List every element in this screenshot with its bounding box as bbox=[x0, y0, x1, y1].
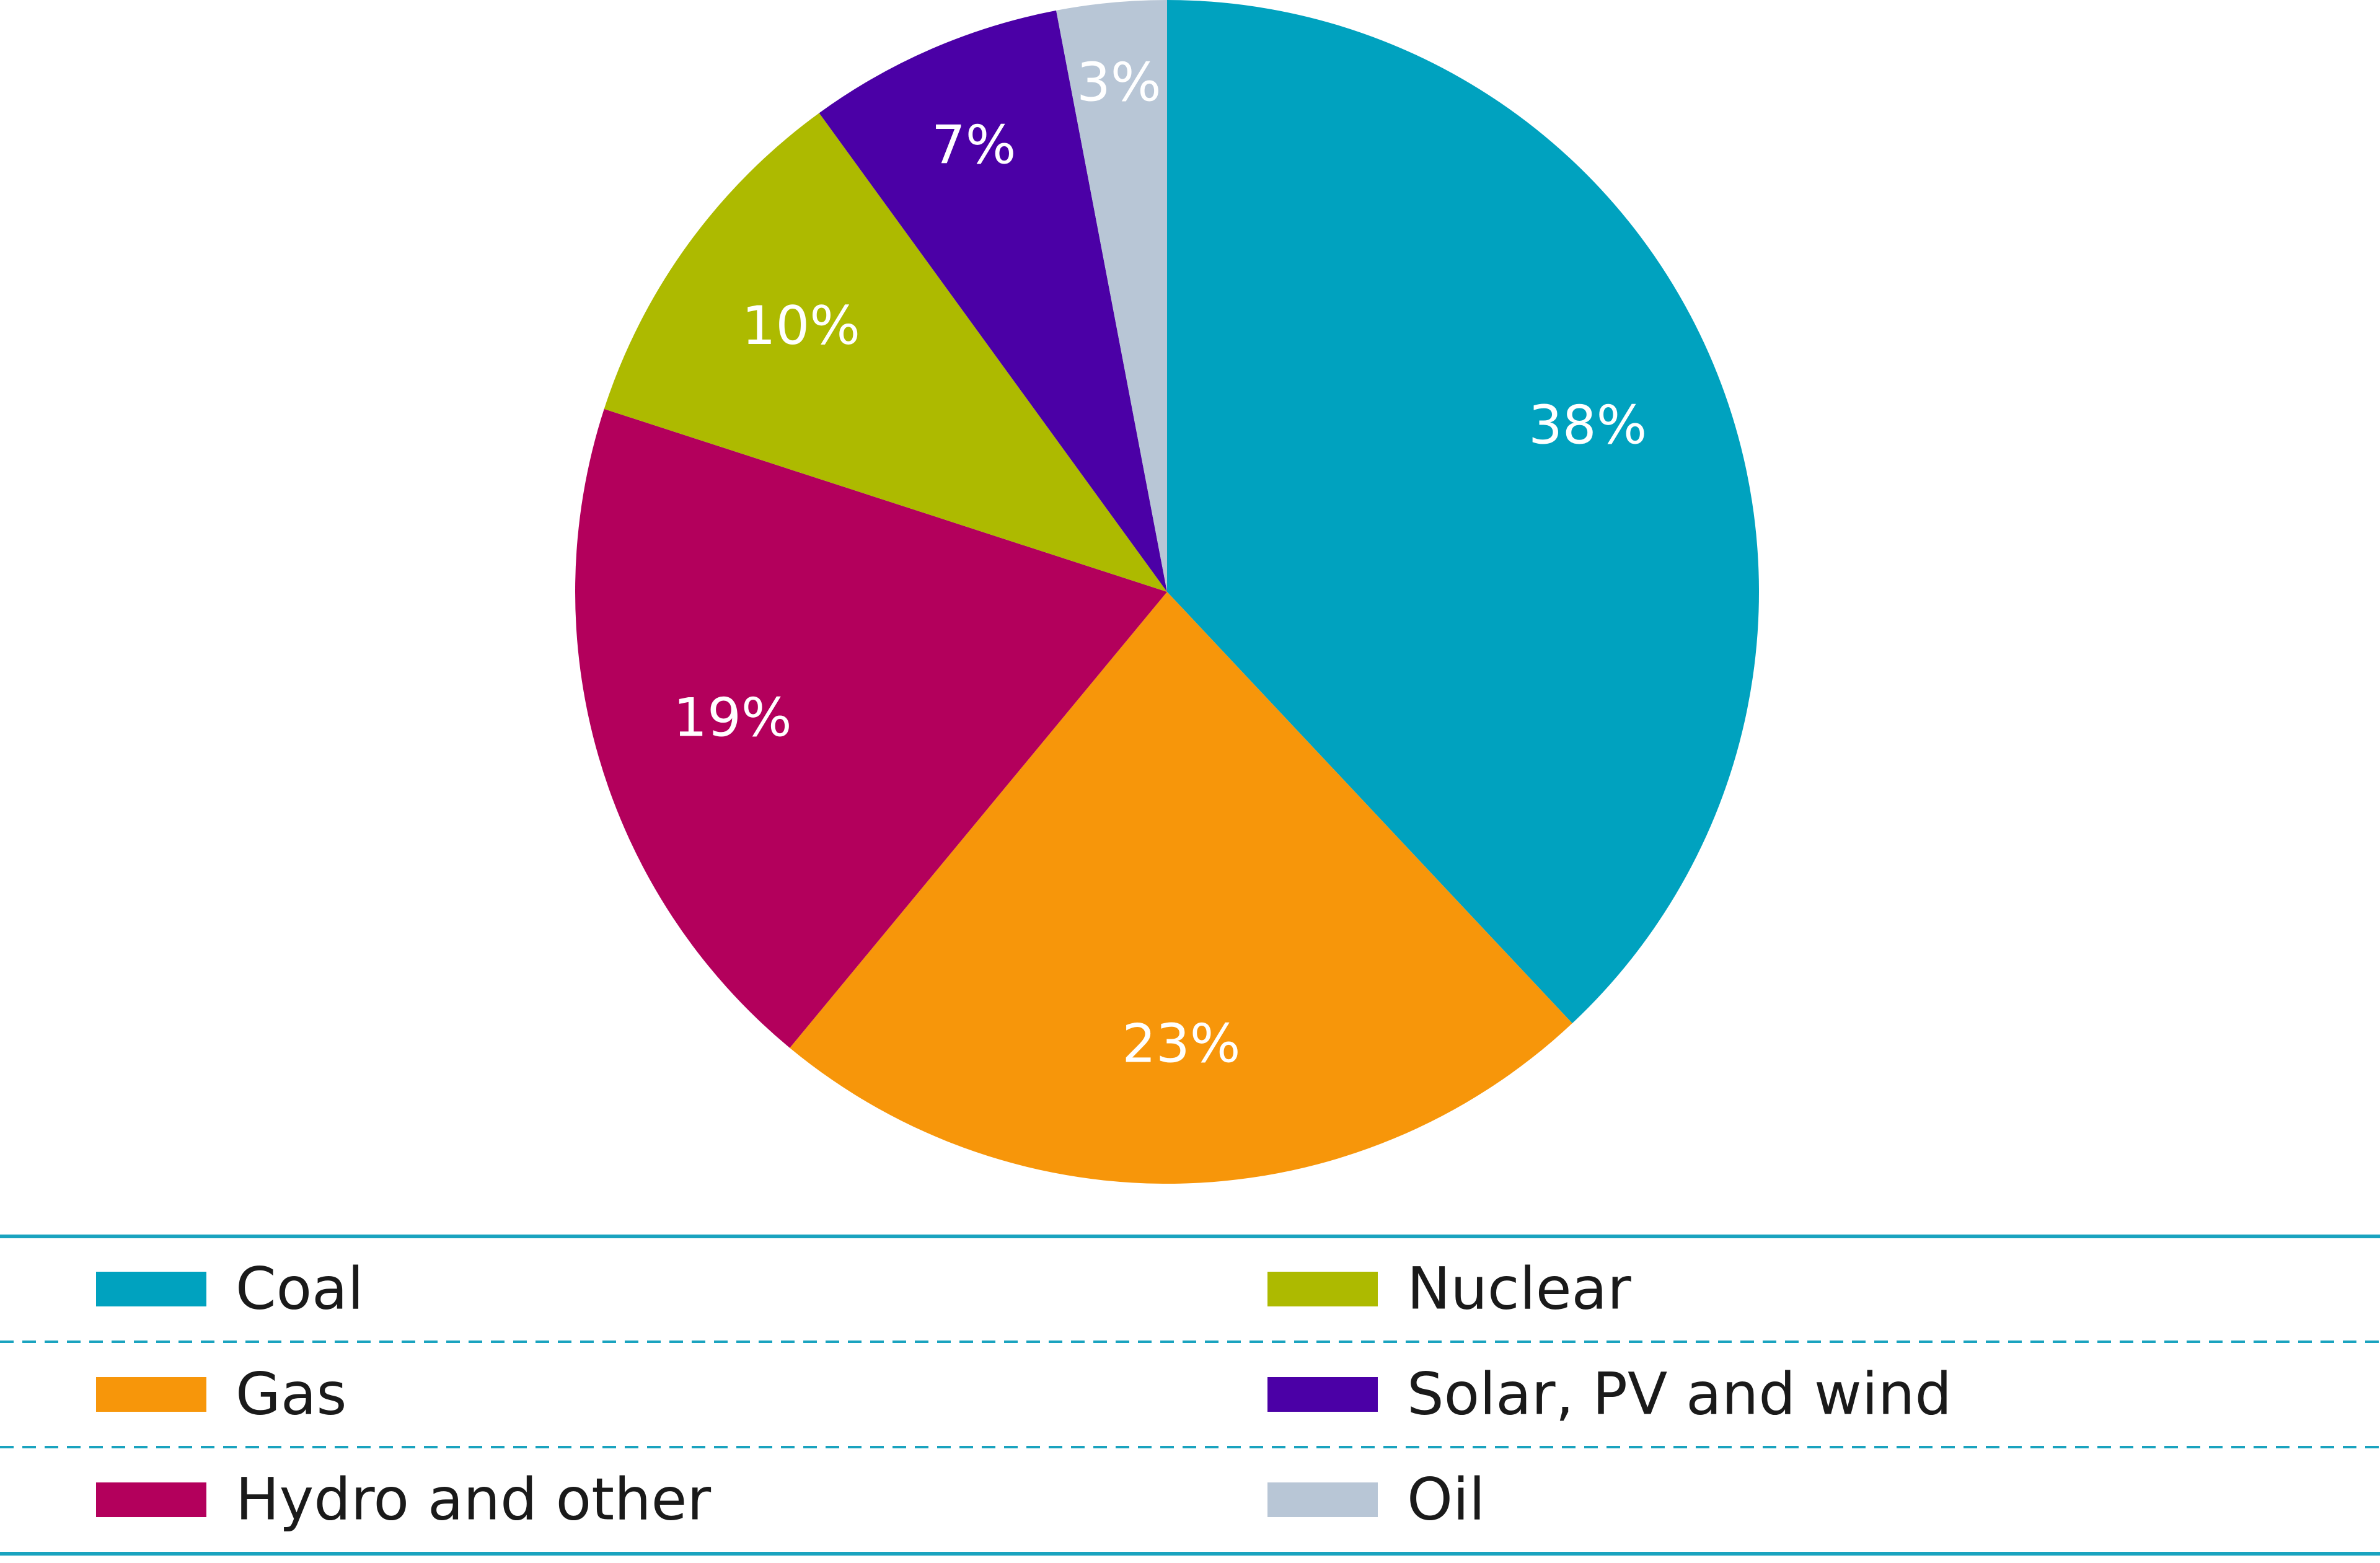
legend-swatch-gas bbox=[96, 1377, 206, 1412]
pie-slice-hydro-and-other bbox=[575, 408, 1167, 1048]
slice-label-oil: 3% bbox=[1077, 52, 1161, 114]
pie-slices bbox=[575, 0, 1759, 1184]
pie-slice-gas bbox=[790, 592, 1572, 1184]
slice-label-nuclear: 10% bbox=[742, 295, 860, 357]
pie-slice-labels: 38% 23% 19% 10% 7% 3% bbox=[673, 52, 1647, 1075]
slice-label-hydro-and-other: 19% bbox=[673, 687, 791, 749]
legend-swatch-nuclear bbox=[1267, 1272, 1378, 1306]
legend-swatch-solar-pv-and-wind bbox=[1267, 1377, 1378, 1412]
legend-swatch-hydro-and-other bbox=[96, 1482, 206, 1517]
pie-slice-nuclear bbox=[604, 113, 1167, 592]
legend-label-oil: Oil bbox=[1407, 1466, 1485, 1534]
legend-label-gas: Gas bbox=[236, 1361, 346, 1429]
legend-swatch-coal bbox=[96, 1272, 206, 1306]
legend: Coal Nuclear Gas Solar, PV and wind Hydro an… bbox=[0, 1235, 2380, 1556]
pie-slice-solar-pv-and-wind bbox=[819, 10, 1167, 592]
legend-label-hydro-and-other: Hydro and other bbox=[236, 1466, 711, 1534]
legend-label-nuclear: Nuclear bbox=[1407, 1256, 1631, 1323]
slice-label-solar-pv-and-wind: 7% bbox=[932, 115, 1016, 177]
pie-slice-oil bbox=[1056, 0, 1167, 592]
pie-slice-coal bbox=[1167, 0, 1759, 1024]
slice-label-coal: 38% bbox=[1528, 394, 1647, 456]
slice-label-gas: 23% bbox=[1122, 1013, 1240, 1075]
legend-label-solar-pv-and-wind: Solar, PV and wind bbox=[1407, 1361, 1952, 1429]
legend-swatch-oil bbox=[1267, 1482, 1378, 1517]
legend-label-coal: Coal bbox=[236, 1256, 364, 1323]
